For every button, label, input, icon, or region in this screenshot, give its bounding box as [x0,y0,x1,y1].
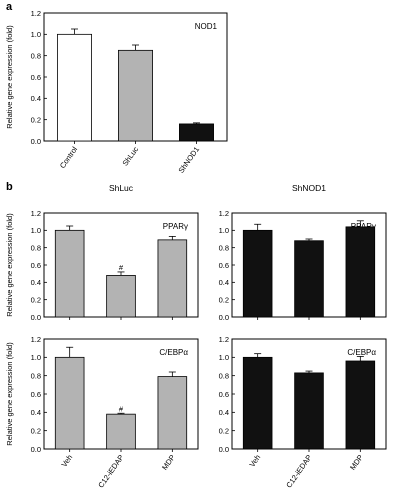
y-tick-label: 0.4 [31,408,41,417]
y-tick-label: 0.8 [219,371,229,380]
category-label: MDP [160,453,177,472]
y-tick-label: 1.2 [31,335,41,344]
category-label: ShNOD1 [177,145,202,175]
inset-label: PPARγ [163,222,188,231]
y-tick-label: 0.6 [31,390,41,399]
bar [57,33,92,142]
category-label: ShLuc [121,145,141,168]
panel-title: ShLuc [109,183,134,193]
panel-letter: b [6,181,13,193]
bar [106,274,136,318]
y-tick-label: 1.0 [31,353,41,362]
y-tick-label: 1.2 [219,209,229,218]
y-tick-label: 0.6 [219,390,229,399]
bar [179,123,214,142]
y-tick-label: 1.0 [31,226,41,235]
y-tick-label: 0.8 [31,371,41,380]
bar [242,229,273,318]
y-tick-label: 0.6 [31,261,41,270]
y-axis-label: Relative gene expression (fold) [5,342,14,446]
bar [157,376,188,450]
y-tick-label: 0.2 [219,426,229,435]
y-tick-label: 0.4 [219,278,229,287]
bar [157,239,188,318]
chart-panel-5: 0.0 0.2 0.4 0.6 0.8 1.0 1.2 C/EBPα Veh C12-iEDAP M… [219,335,387,490]
y-tick-label: 0.2 [31,295,41,304]
inset-label: C/EBPα [347,348,376,357]
y-tick-label: 1.2 [31,209,41,218]
bar [54,229,85,318]
y-tick-label: 0.0 [219,445,229,454]
y-axis-label: Relative gene expression (fold) [5,213,14,317]
panel-title: ShNOD1 [292,183,326,193]
inset-label: NOD1 [195,22,218,31]
y-tick-label: 1.0 [31,30,41,39]
y-tick-label: 1.2 [31,9,41,18]
y-tick-label: 0.2 [31,426,41,435]
inset-label: C/EBPα [159,348,188,357]
bar [294,240,324,318]
bar [345,226,376,318]
y-tick-label: 0.4 [219,408,229,417]
y-tick-label: 0.2 [219,295,229,304]
y-tick-label: 0.0 [31,445,41,454]
y-tick-label: 0.4 [31,278,41,287]
panel-letter: a [6,1,13,13]
bar [118,49,153,142]
y-tick-label: 1.0 [219,353,229,362]
y-tick-label: 0.4 [31,94,41,103]
y-tick-label: 0.0 [219,313,229,322]
bar [294,372,324,450]
y-tick-label: 0.8 [31,51,41,60]
chart-panel-1: a 0.0 0.2 0.4 0.6 0.8 1.0 1.2 Relative gene expr… [5,1,228,175]
chart-panel-4: 0.0 0.2 0.4 0.6 0.8 1.0 1.2 Relative gene expre… [5,335,199,490]
significance-mark: # [119,404,124,413]
bar [54,356,85,450]
y-tick-label: 0.8 [219,243,229,252]
category-label: Veh [60,453,75,469]
y-tick-label: 0.6 [31,73,41,82]
y-tick-label: 0.8 [31,243,41,252]
y-tick-label: 0.2 [31,115,41,124]
significance-mark: # [119,263,124,272]
y-tick-label: 0.0 [31,313,41,322]
bar [345,360,376,450]
category-label: C12-iEDAP [96,453,125,490]
y-tick-label: 1.0 [219,226,229,235]
chart-panel-2: b ShLuc 0.0 0.2 0.4 0.6 0.8 1.0 1.2 Relative gene… [5,181,199,322]
category-label: C12-iEDAP [284,453,313,490]
category-label: MDP [348,453,365,472]
y-tick-label: 0.6 [219,261,229,270]
y-axis-label: Relative gene expression (fold) [5,25,14,129]
y-tick-label: 1.2 [219,335,229,344]
category-label: Veh [248,453,263,469]
bar [106,413,136,450]
category-label: Control [58,145,79,170]
y-tick-label: 0.0 [31,137,41,146]
bar [242,356,273,450]
